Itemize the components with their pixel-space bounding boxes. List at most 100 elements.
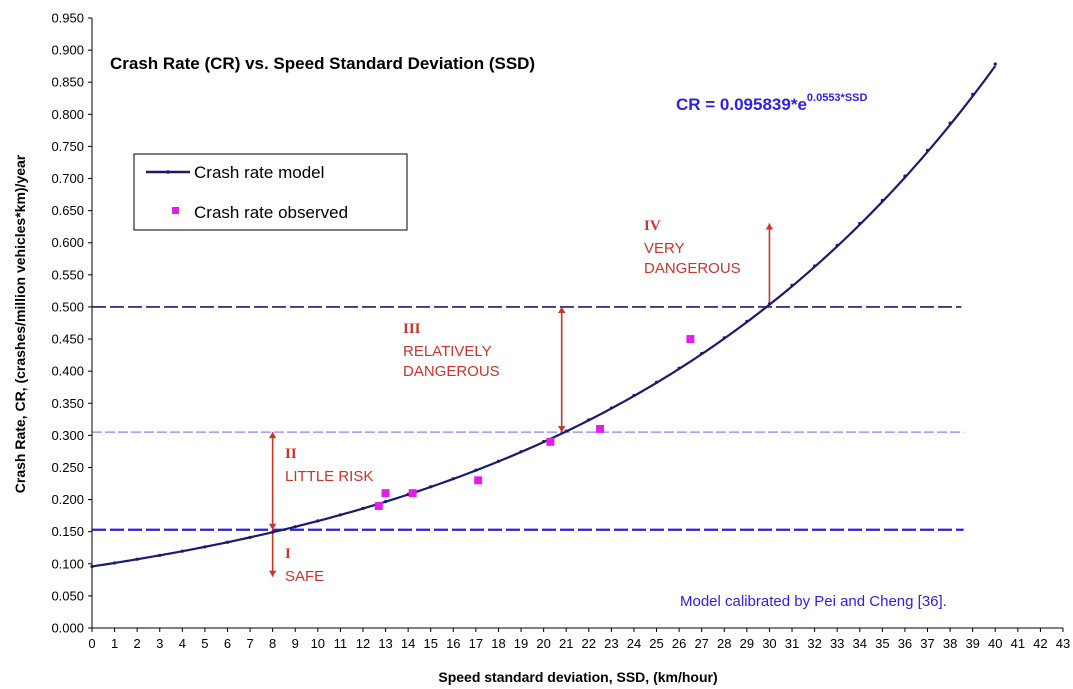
legend-observed-marker: [172, 207, 179, 214]
x-tick-label: 20: [536, 636, 550, 651]
legend-model-label: Crash rate model: [194, 163, 324, 182]
y-tick-label: 0.050: [51, 588, 84, 603]
x-tick-label: 18: [491, 636, 505, 651]
x-tick-label: 25: [649, 636, 663, 651]
zone-arrows: [268, 223, 774, 577]
x-tick-label: 29: [740, 636, 754, 651]
model-point: [835, 243, 839, 247]
x-tick-label: 43: [1056, 636, 1070, 651]
x-axis-title: Speed standard deviation, SSD, (km/hour): [438, 669, 717, 685]
x-tick-label: 11: [334, 636, 348, 651]
model-point: [993, 62, 997, 66]
model-point: [632, 393, 636, 398]
zone-2-label: LITTLE RISK: [285, 468, 373, 485]
model-point: [925, 148, 930, 152]
observed-point: [686, 335, 695, 344]
zone-1-number: I: [285, 546, 291, 562]
model-point: [316, 519, 320, 523]
y-tick-label: 0.150: [51, 524, 84, 539]
arrow-head: [268, 432, 277, 439]
model-point: [383, 499, 388, 504]
zone-1-label: SAFE: [285, 568, 324, 585]
model-point: [135, 557, 139, 561]
y-tick-label: 0.300: [51, 428, 84, 443]
observed-point: [374, 502, 383, 510]
model-point: [948, 121, 952, 125]
x-tick-label: 5: [201, 636, 208, 651]
x-tick-label: 14: [401, 636, 415, 651]
x-tick-label: 17: [469, 636, 483, 651]
x-tick-label: 4: [179, 636, 186, 651]
x-tick-label: 23: [604, 636, 618, 651]
x-tick-label: 13: [378, 636, 392, 651]
threshold-lines: [92, 306, 964, 531]
x-tick-label: 10: [311, 636, 325, 651]
x-tick-label: 12: [356, 636, 370, 651]
legend-observed-label: Crash rate observed: [194, 203, 348, 222]
zone-3-label-line-1: RELATIVELY: [403, 343, 492, 360]
x-tick-label: 41: [1011, 636, 1025, 651]
legend-box: [133, 153, 408, 231]
model-point: [903, 174, 907, 178]
model-point: [880, 198, 884, 203]
zone-4-number: IV: [644, 218, 661, 234]
y-tick-label: 0.700: [51, 171, 84, 186]
arrow-head: [268, 570, 277, 577]
y-tick-label: 0.250: [51, 460, 84, 475]
x-tick-label: 35: [875, 636, 889, 651]
x-tick-label: 34: [853, 636, 867, 651]
model-point: [158, 553, 162, 557]
x-tick-labels: 0 1 2 3 4 5 6 7 8 9 10 11 12 13 14 15 16 17 18 19 20 21 22 23 24…: [88, 628, 1070, 651]
model-point: [271, 530, 275, 534]
model-point: [971, 92, 975, 97]
observed-point: [408, 489, 417, 498]
zone-4-label-line-2: DANGEROUS: [644, 260, 741, 277]
model-series: [90, 62, 997, 569]
x-tick-label: 9: [292, 636, 299, 651]
equation-main: CR = 0.095839*e: [676, 95, 807, 114]
model-point: [542, 440, 546, 444]
x-tick-label: 22: [582, 636, 596, 651]
model-point: [203, 545, 207, 549]
model-point: [248, 535, 252, 539]
x-tick-label: 21: [559, 636, 573, 651]
x-tick-label: 8: [269, 636, 276, 651]
y-tick-label: 0.100: [51, 556, 84, 571]
x-tick-label: 33: [830, 636, 844, 651]
model-point: [293, 525, 297, 529]
model-point: [338, 513, 342, 517]
model-point: [474, 468, 478, 472]
x-tick-label: 0: [88, 636, 95, 651]
x-tick-label: 36: [898, 636, 912, 651]
x-tick-label: 16: [446, 636, 460, 651]
observed-point: [474, 476, 483, 485]
legend-model-marker: [166, 170, 170, 174]
x-tick-label: 7: [246, 636, 253, 651]
observed-point: [596, 424, 605, 433]
observed-series: [374, 335, 695, 510]
legend: Crash rate model Crash rate observed: [133, 153, 408, 231]
model-point: [654, 380, 659, 384]
x-tick-label: 37: [920, 636, 934, 651]
model-point: [112, 561, 117, 565]
observed-point: [381, 489, 390, 498]
model-point: [429, 485, 433, 489]
model-point: [361, 506, 365, 510]
y-tick-label: 0.900: [51, 43, 84, 58]
y-tick-label: 0.500: [51, 299, 84, 314]
model-point: [564, 429, 568, 433]
model-point: [767, 302, 772, 306]
y-tick-label: 0.000: [51, 621, 84, 636]
y-tick-label: 0.950: [51, 11, 84, 26]
y-axis-title: Crash Rate, CR, (crashes/million vehicle…: [12, 154, 28, 493]
x-tick-label: 38: [943, 636, 957, 651]
x-tick-label: 42: [1033, 636, 1047, 651]
arrow-head: [557, 426, 566, 433]
y-tick-labels: 0.000 0.050 0.100 0.150 0.200 0.250 0.300 0.350…: [51, 11, 92, 636]
x-tick-label: 40: [988, 636, 1002, 651]
y-tick-label: 0.400: [51, 364, 84, 379]
model-point: [745, 319, 749, 323]
x-tick-label: 1: [111, 636, 118, 651]
